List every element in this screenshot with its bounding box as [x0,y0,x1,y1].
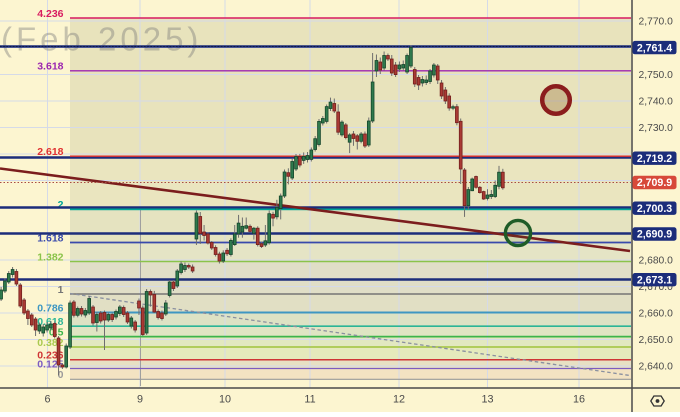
svg-text:2,750.0: 2,750.0 [639,70,674,81]
svg-text:0: 0 [58,369,64,381]
svg-text:2,761.4: 2,761.4 [637,42,672,54]
svg-text:10: 10 [219,394,231,406]
svg-text:11: 11 [304,394,315,406]
svg-text:1: 1 [58,284,64,296]
svg-text:2,670.0: 2,670.0 [639,282,674,293]
svg-text:2,700.3: 2,700.3 [637,203,672,215]
svg-text:9: 9 [137,394,143,406]
svg-text:2.618: 2.618 [37,146,63,158]
svg-text:2,730.0: 2,730.0 [639,123,674,134]
svg-text:2,709.9: 2,709.9 [637,177,672,189]
svg-text:0.786: 0.786 [37,302,63,314]
svg-text:1.382: 1.382 [37,251,63,263]
svg-text:2,660.0: 2,660.0 [639,309,674,320]
svg-text:2,673.1: 2,673.1 [637,274,672,286]
svg-text:6: 6 [44,394,50,406]
svg-text:2,650.0: 2,650.0 [639,335,674,346]
svg-text:2,719.2: 2,719.2 [637,153,672,165]
svg-text:16: 16 [573,394,585,406]
svg-text:13: 13 [481,394,493,406]
svg-text:2,680.0: 2,680.0 [639,256,674,267]
svg-text:2: 2 [58,199,64,211]
svg-text:2,740.0: 2,740.0 [639,97,674,108]
svg-text:12: 12 [393,394,405,406]
svg-text:(Feb 2025): (Feb 2025) [1,21,202,58]
svg-text:3.618: 3.618 [37,61,63,73]
svg-text:1.618: 1.618 [37,232,63,244]
svg-text:4.236: 4.236 [37,8,63,20]
svg-text:2,640.0: 2,640.0 [639,362,674,373]
svg-text:2,770.0: 2,770.0 [639,17,674,28]
svg-text:2,690.9: 2,690.9 [637,229,672,241]
